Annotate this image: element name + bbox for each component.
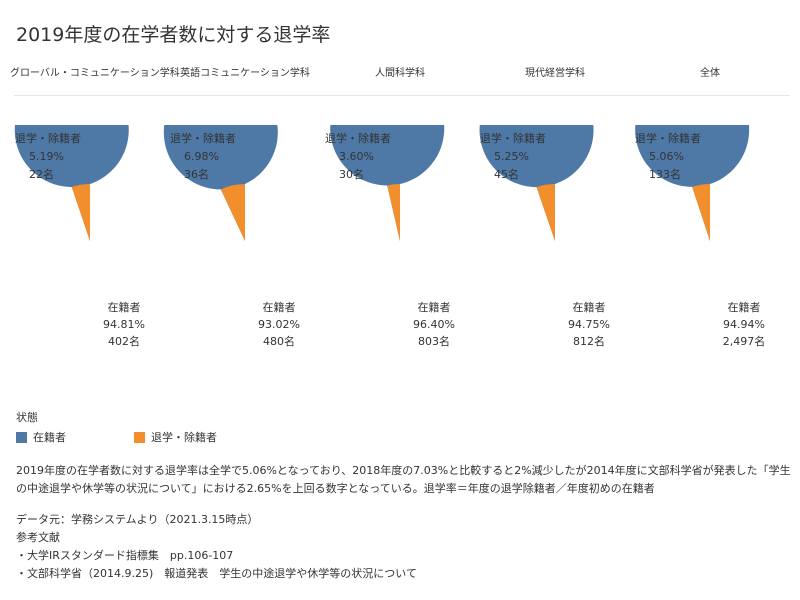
pie-slice-enrolled: [635, 125, 750, 241]
withdrawn-count: 45名: [494, 167, 519, 181]
withdrawn-label: 退学・除籍者: [325, 131, 391, 145]
pie-slice-enrolled: [330, 125, 445, 241]
legend-label: 退学・除籍者: [151, 431, 217, 444]
enrolled-percent: 94.81%: [103, 318, 145, 331]
source-text: データ元：学務システムより（2021.3.15時点）: [16, 513, 259, 526]
withdrawn-count: 133名: [649, 167, 681, 181]
reference-item: ・文部科学省（2014.9.25) 報道発表 学生の中途退学や休学等の状況につい…: [16, 567, 417, 580]
legend-item-withdrawn[interactable]: 退学・除籍者: [134, 429, 217, 445]
withdrawn-count: 30名: [339, 167, 364, 181]
pie-slice-enrolled: [479, 125, 594, 241]
pie-slice-enrolled: [14, 125, 129, 241]
withdrawn-label: 退学・除籍者: [635, 131, 701, 145]
withdrawn-percent: 3.60%: [339, 150, 374, 163]
enrolled-label: 在籍者: [418, 300, 451, 314]
enrolled-count: 402名: [108, 334, 140, 348]
enrolled-label: 在籍者: [573, 300, 606, 314]
enrolled-label: 在籍者: [263, 300, 296, 314]
chart-title: 2019年度の在学者数に対する退学率: [16, 24, 331, 46]
enrolled-label: 在籍者: [108, 300, 141, 314]
enrolled-percent: 94.94%: [723, 318, 765, 331]
withdrawn-label: 退学・除籍者: [480, 131, 546, 145]
withdrawn-percent: 5.19%: [29, 150, 64, 163]
pie-slice-withdrawn: [536, 184, 555, 241]
legend-swatch-withdrawn: [134, 431, 145, 443]
enrolled-count: 803名: [418, 334, 450, 348]
header-divider: [14, 95, 790, 96]
category-label: 全体: [700, 68, 720, 79]
enrolled-label: 在籍者: [728, 300, 761, 314]
legend-title: 状態: [16, 411, 38, 424]
enrolled-percent: 94.75%: [568, 318, 610, 331]
withdrawn-percent: 5.06%: [649, 150, 684, 163]
category-header-row: グローバル・コミュニケーション学科 英語コミュニケーション学科 人間科学科 現代…: [0, 64, 800, 80]
category-label: 現代経営学科: [525, 68, 585, 79]
withdrawn-count: 22名: [29, 167, 54, 181]
category-label: 人間科学科: [375, 68, 425, 79]
pie-slice-enrolled: [163, 125, 278, 241]
withdrawn-label: 退学・除籍者: [170, 131, 236, 145]
enrolled-percent: 96.40%: [413, 318, 455, 331]
pie-slice-withdrawn: [220, 184, 245, 241]
withdrawn-label: 退学・除籍者: [15, 131, 81, 145]
category-label: 英語コミュニケーション学科: [180, 68, 310, 79]
withdrawn-percent: 6.98%: [184, 150, 219, 163]
legend: 状態 在籍者 退学・除籍者: [16, 409, 416, 447]
pie-slice-withdrawn: [692, 184, 710, 241]
enrolled-count: 2,497名: [723, 334, 766, 348]
reference-item: ・大学IRスタンダード指標集 pp.106-107: [16, 549, 234, 562]
legend-item-enrolled[interactable]: 在籍者: [16, 429, 66, 445]
enrolled-percent: 93.02%: [258, 318, 300, 331]
category-label: グローバル・コミュニケーション学科: [10, 68, 180, 79]
legend-swatch-enrolled: [16, 431, 27, 443]
pie-slice-withdrawn: [71, 184, 90, 241]
legend-label: 在籍者: [33, 431, 66, 444]
references-title: 参考文献: [16, 531, 60, 544]
withdrawn-count: 36名: [184, 167, 209, 181]
description-text: 2019年度の在学者数に対する退学率は全学で5.06%となっており、2018年度…: [16, 464, 791, 495]
enrolled-count: 480名: [263, 334, 295, 348]
withdrawn-percent: 5.25%: [494, 150, 529, 163]
notes-section: 2019年度の在学者数に対する退学率は全学で5.06%となっており、2018年度…: [16, 462, 791, 583]
pie-slice-withdrawn: [387, 184, 400, 241]
enrolled-count: 812名: [573, 334, 605, 348]
